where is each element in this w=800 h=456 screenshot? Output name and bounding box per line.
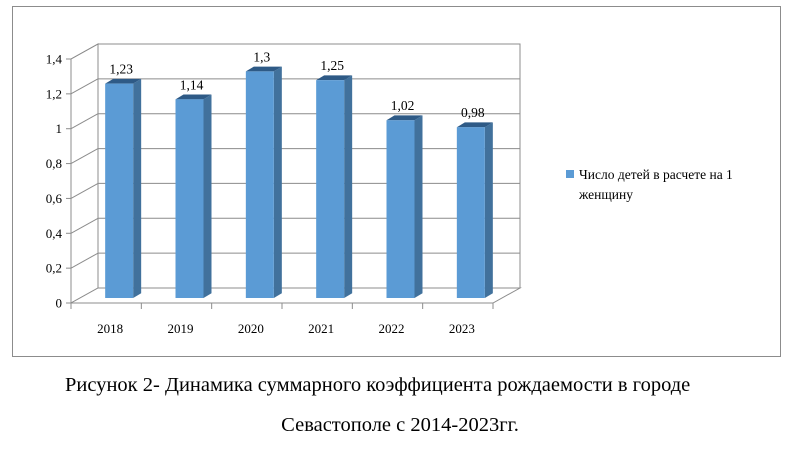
y-tick-label: 0 [56, 296, 63, 311]
bar-top [316, 75, 353, 81]
legend-label: Число детей в расчете на 1 [579, 167, 733, 182]
gridline-side [70, 148, 99, 165]
data-label: 1,02 [391, 98, 415, 113]
gridline-side [70, 43, 99, 60]
data-label: 0,98 [461, 105, 485, 120]
y-tick-label: 0,6 [46, 191, 63, 206]
legend-label: женщину [578, 187, 633, 202]
legend-swatch [566, 170, 574, 178]
bar-side [273, 66, 282, 298]
x-tick-label: 2019 [168, 321, 194, 336]
y-tick-label: 0,8 [46, 156, 62, 171]
plot-back-wall [97, 43, 521, 289]
y-tick-label: 1,2 [46, 86, 62, 101]
figure-caption-line-1: Рисунок 2- Динамика суммарного коэффицие… [65, 374, 691, 396]
bar-top [386, 115, 423, 121]
bar-chart: 0 0,2 0,4 0,6 0,8 1 1,2 1,4 1,23 2018 1,14 2019 1,3 2… [46, 43, 733, 336]
plot-side-wall [70, 43, 99, 304]
bar-top [175, 94, 212, 100]
bar-side [133, 78, 142, 298]
bar [105, 83, 134, 298]
figure-caption-line-2: Севастополе с 2014-2023гг. [281, 414, 519, 436]
bar-side [414, 115, 423, 298]
bar-top [456, 122, 493, 128]
y-tick-label: 0,2 [46, 261, 62, 276]
data-label: 1,23 [109, 62, 133, 77]
bar [386, 120, 415, 298]
y-tick-label: 1 [56, 121, 63, 136]
bar [316, 80, 345, 299]
y-tick-label: 1,4 [46, 52, 63, 67]
bar [245, 71, 274, 298]
bar-side [484, 122, 493, 299]
gridline-side [70, 252, 99, 269]
x-tick-label: 2023 [449, 321, 475, 336]
bar-top [105, 78, 142, 84]
gridline-side [70, 182, 99, 199]
y-tick-label: 0,4 [46, 226, 63, 241]
bar-side [344, 75, 353, 298]
data-label: 1,25 [320, 58, 344, 73]
data-label: 1,3 [253, 49, 270, 64]
gridline-side [70, 78, 99, 95]
bar-top [245, 66, 282, 72]
x-tick-label: 2020 [238, 321, 264, 336]
x-tick-label: 2022 [379, 321, 405, 336]
x-tick-label: 2018 [97, 321, 123, 336]
data-label: 1,14 [180, 77, 204, 92]
chart-frame: 0 0,2 0,4 0,6 0,8 1 1,2 1,4 1,23 2018 1,14 2019 1,3 2… [12, 6, 781, 357]
x-tick-label: 2021 [308, 321, 334, 336]
gridline-side [70, 217, 99, 234]
bar-side [203, 94, 212, 298]
bar [175, 99, 204, 298]
gridline-side [70, 113, 99, 130]
bar [456, 127, 485, 298]
